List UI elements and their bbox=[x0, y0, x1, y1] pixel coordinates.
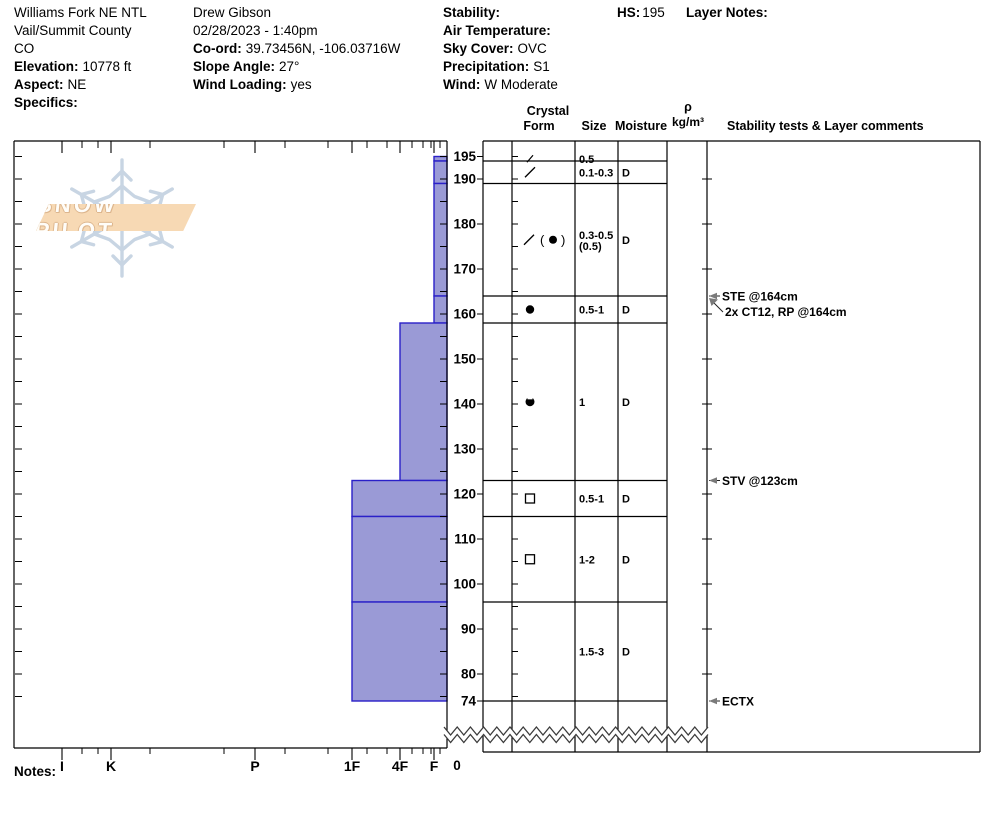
hardness-label: K bbox=[106, 758, 116, 774]
size-value: 0.5 bbox=[579, 154, 594, 166]
density-header: ρ bbox=[684, 100, 692, 114]
moisture-value: D bbox=[622, 494, 630, 506]
elevation: Elevation: 10778 ft bbox=[14, 59, 132, 74]
svg-text:(: ( bbox=[540, 232, 545, 247]
form-header: Form bbox=[523, 119, 555, 133]
depth-zero-label: 0 bbox=[453, 758, 461, 773]
moisture-value: D bbox=[622, 647, 630, 659]
stability-test-label: ECTX bbox=[722, 695, 754, 709]
depth-label: 160 bbox=[453, 307, 476, 322]
moisture-value: D bbox=[622, 554, 630, 566]
size-header: Size bbox=[581, 119, 607, 133]
crystal-form-icon bbox=[525, 396, 535, 407]
depth-label: 180 bbox=[453, 217, 476, 232]
snow-height: HS: 195 bbox=[617, 5, 665, 20]
moisture-value: D bbox=[622, 305, 630, 317]
site-state: CO bbox=[14, 41, 35, 56]
depth-label: 120 bbox=[453, 487, 476, 502]
hardness-label: 4F bbox=[392, 758, 409, 774]
hardness-bars bbox=[351, 155, 448, 702]
hardness-bar-layer bbox=[399, 322, 448, 482]
wind-loading: Wind Loading: yes bbox=[193, 77, 312, 92]
depth-break-zigzag bbox=[443, 725, 709, 744]
crystal-form-icon: () bbox=[523, 232, 565, 247]
hardness-bar-layer bbox=[433, 160, 448, 185]
layer-row-dividers bbox=[483, 160, 667, 702]
depth-label: 110 bbox=[454, 532, 476, 547]
depth-label: 74 bbox=[461, 694, 477, 709]
hardness-label: I bbox=[60, 758, 64, 774]
crystal-form-icon bbox=[524, 554, 536, 565]
hardness-bar-layer bbox=[433, 182, 448, 297]
depth-label: 80 bbox=[461, 667, 476, 682]
size-value: 0.3-0.5 bbox=[579, 230, 613, 242]
stability-test-label: 2x CT12, RP @164cm bbox=[725, 305, 847, 319]
hardness-bar-layer bbox=[433, 295, 448, 324]
depth-label: 140 bbox=[453, 397, 476, 412]
stability-test-label: STE @164cm bbox=[722, 290, 798, 304]
size-value: 0.5-1 bbox=[579, 305, 604, 317]
wind: Wind: W Moderate bbox=[443, 77, 558, 92]
depth-axis-labels: 195 190 180 170 160 150 140 130 120 110 100 90 80 74 0 bbox=[453, 149, 476, 773]
hardness-bar-layer bbox=[351, 601, 448, 702]
depth-label: 90 bbox=[461, 622, 476, 637]
pit-datetime: 02/28/2023 - 1:40pm bbox=[193, 23, 318, 38]
snowpilot-logo-banner: SNOW PILOT bbox=[36, 204, 196, 231]
observer-name: Drew Gibson bbox=[193, 5, 272, 20]
layer-notes: Layer Notes: bbox=[686, 5, 768, 20]
hardness-label: P bbox=[250, 758, 259, 774]
size-value: 1-2 bbox=[579, 554, 595, 566]
moisture-value: D bbox=[622, 235, 630, 247]
hardness-bar-layer bbox=[351, 479, 448, 518]
depth-label: 130 bbox=[453, 442, 476, 457]
size-value: 1.5-3 bbox=[579, 647, 604, 659]
aspect: Aspect: NE bbox=[14, 77, 87, 92]
axis-ticks bbox=[15, 141, 712, 760]
layer-table-cells: 0.50.1-0.3 D 0.3-0.5(0.5) D () 0.5-1 D 1 D 0.5-1 D… bbox=[523, 154, 630, 659]
crystal-form-icon bbox=[524, 166, 536, 178]
crystal-header: Crystal bbox=[526, 104, 570, 118]
hardness-bar-layer bbox=[351, 515, 448, 603]
crystal-form-icon bbox=[526, 154, 534, 163]
specifics: Specifics: bbox=[14, 95, 78, 110]
site-name: Williams Fork NE NTL bbox=[14, 5, 147, 20]
slope-angle: Slope Angle: 27° bbox=[193, 59, 300, 74]
moisture-value: D bbox=[622, 167, 630, 179]
coordinates: Co-ord: 39.73456N, -106.03716W bbox=[193, 41, 401, 56]
moisture-header: Moisture bbox=[614, 119, 668, 133]
depth-label: 100 bbox=[453, 577, 476, 592]
observer-info: Drew Gibson 02/28/2023 - 1:40pm Co-ord: 3… bbox=[193, 4, 400, 94]
crystal-form-icon bbox=[524, 493, 536, 504]
depth-label: 190 bbox=[453, 172, 476, 187]
hardness-label: F bbox=[430, 758, 439, 774]
depth-label: 170 bbox=[453, 262, 476, 277]
size-value: 0.1-0.3 bbox=[579, 167, 613, 179]
notes-label: Notes: bbox=[14, 764, 57, 779]
depth-label: 195 bbox=[453, 149, 476, 164]
crystal-form-icon bbox=[525, 305, 535, 314]
depth-label: 150 bbox=[453, 352, 476, 367]
stability: Stability: bbox=[443, 5, 501, 20]
size-value: 1 bbox=[579, 397, 585, 409]
stability-test-label: STV @123cm bbox=[722, 474, 798, 488]
size-value-2: (0.5) bbox=[579, 241, 602, 253]
svg-text:): ) bbox=[561, 232, 565, 247]
moisture-value: D bbox=[622, 397, 630, 409]
precipitation: Precipitation: S1 bbox=[443, 59, 550, 74]
air-temperature: Air Temperature: bbox=[443, 23, 551, 38]
site-region: Vail/Summit County bbox=[14, 23, 132, 38]
site-info: Williams Fork NE NTL Vail/Summit County … bbox=[14, 4, 147, 112]
chart-frame bbox=[13, 140, 981, 753]
hardness-axis-labels: I K P 1F 4F F bbox=[60, 758, 439, 774]
size-value: 0.5-1 bbox=[579, 494, 604, 506]
hardness-label: 1F bbox=[344, 758, 361, 774]
density-units: kg/m³ bbox=[671, 115, 705, 129]
comments-header: Stability tests & Layer comments bbox=[727, 119, 924, 133]
sky-cover: Sky Cover: OVC bbox=[443, 41, 547, 56]
weather-info: Stability: Air Temperature: Sky Cover: OV… bbox=[443, 4, 558, 94]
